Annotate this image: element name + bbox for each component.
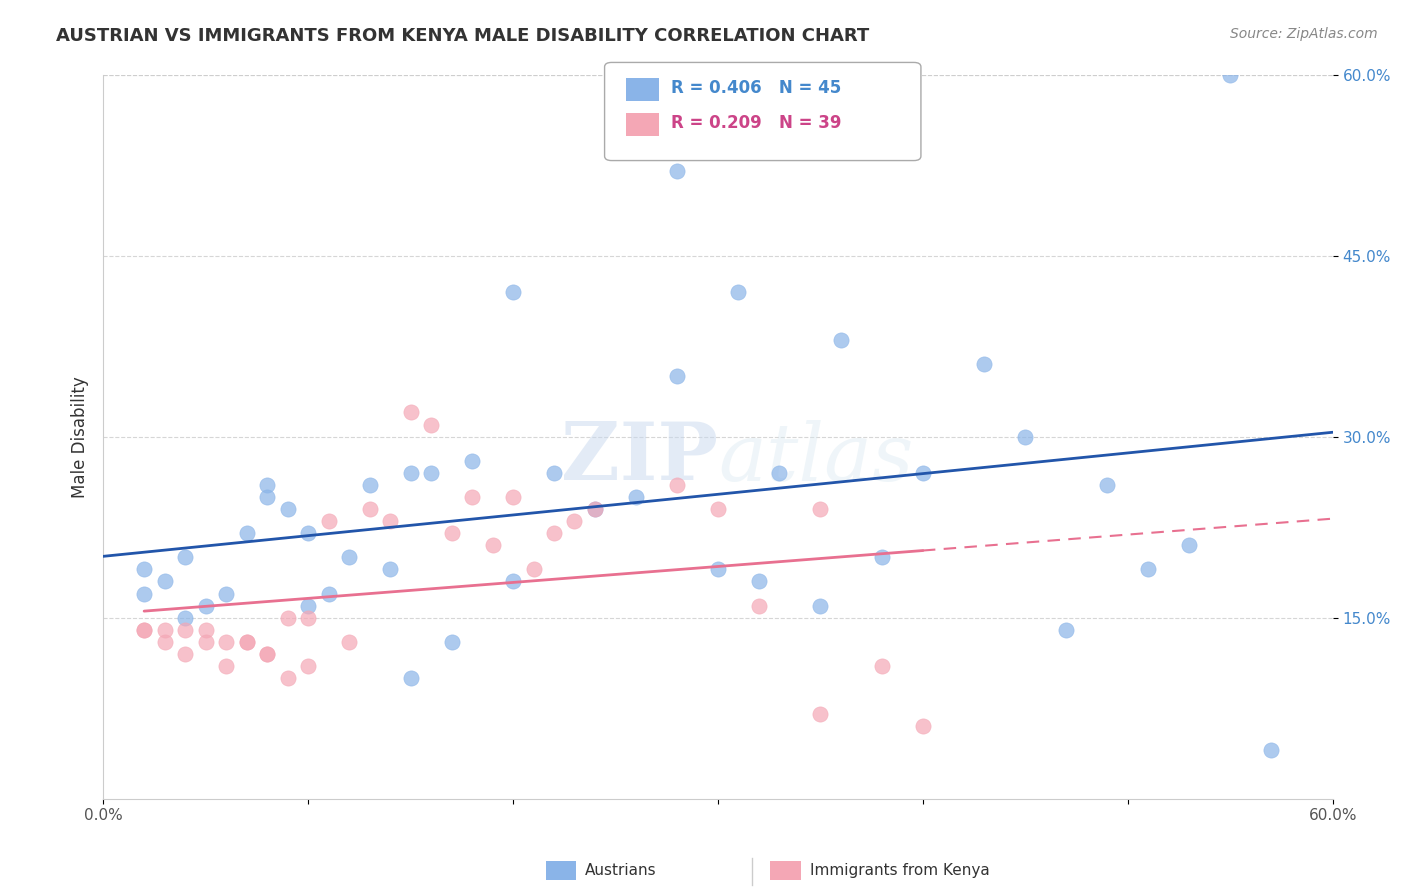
Point [1054,623,1077,637]
Point [215,586,238,600]
Point [481,538,503,552]
Text: AUSTRIAN VS IMMIGRANTS FROM KENYA MALE DISABILITY CORRELATION CHART: AUSTRIAN VS IMMIGRANTS FROM KENYA MALE D… [56,27,869,45]
Point [235,635,257,649]
Point [870,659,893,673]
Point [911,466,934,480]
Point [256,647,278,661]
Point [665,369,688,384]
Point [543,526,565,541]
Point [153,574,176,589]
Point [256,490,278,504]
Point [440,526,463,541]
Text: atlas: atlas [718,419,914,497]
Text: Austrians: Austrians [585,863,657,878]
Point [522,562,544,576]
Point [1137,562,1160,576]
Point [502,490,524,504]
Point [256,647,278,661]
Point [174,647,197,661]
Point [399,466,422,480]
Point [583,502,606,516]
Point [973,357,995,371]
Point [665,164,688,178]
Point [297,659,319,673]
Point [461,490,484,504]
Point [235,526,257,541]
Point [174,610,197,624]
Point [727,285,749,299]
Point [810,502,832,516]
Point [420,417,443,432]
Point [134,562,156,576]
Text: ZIP: ZIP [561,419,718,498]
Point [665,478,688,492]
Point [277,671,299,685]
Text: R = 0.209   N = 39: R = 0.209 N = 39 [671,114,841,132]
Point [174,550,197,565]
Point [153,635,176,649]
Point [297,599,319,613]
Point [583,502,606,516]
Point [318,514,340,528]
Point [297,526,319,541]
Point [707,502,730,516]
Point [153,623,176,637]
Text: Immigrants from Kenya: Immigrants from Kenya [810,863,990,878]
Point [277,610,299,624]
Point [707,562,730,576]
Point [748,599,770,613]
Point [1014,430,1036,444]
Point [543,466,565,480]
Point [277,502,299,516]
Point [337,550,360,565]
Point [564,514,586,528]
Point [1178,538,1201,552]
Point [134,586,156,600]
Point [624,490,647,504]
Point [768,466,790,480]
Point [194,623,217,637]
Point [378,514,401,528]
Point [399,671,422,685]
Point [1219,68,1241,82]
Point [174,623,197,637]
Point [134,623,156,637]
Point [1260,743,1282,757]
Point [359,478,381,492]
Point [420,466,443,480]
Point [810,707,832,722]
Point [810,599,832,613]
Point [461,454,484,468]
Point [337,635,360,649]
Point [748,574,770,589]
Point [256,478,278,492]
Point [215,635,238,649]
Point [194,599,217,613]
Point [134,623,156,637]
Point [1097,478,1119,492]
Text: R = 0.406   N = 45: R = 0.406 N = 45 [671,79,841,97]
Point [870,550,893,565]
Point [378,562,401,576]
Point [502,285,524,299]
Point [830,333,852,347]
Point [297,610,319,624]
Point [911,719,934,733]
Point [502,574,524,589]
Point [399,405,422,419]
Point [359,502,381,516]
Point [194,635,217,649]
Text: Source: ZipAtlas.com: Source: ZipAtlas.com [1230,27,1378,41]
Point [318,586,340,600]
Point [440,635,463,649]
Point [215,659,238,673]
Y-axis label: Male Disability: Male Disability [72,376,89,498]
Point [235,635,257,649]
